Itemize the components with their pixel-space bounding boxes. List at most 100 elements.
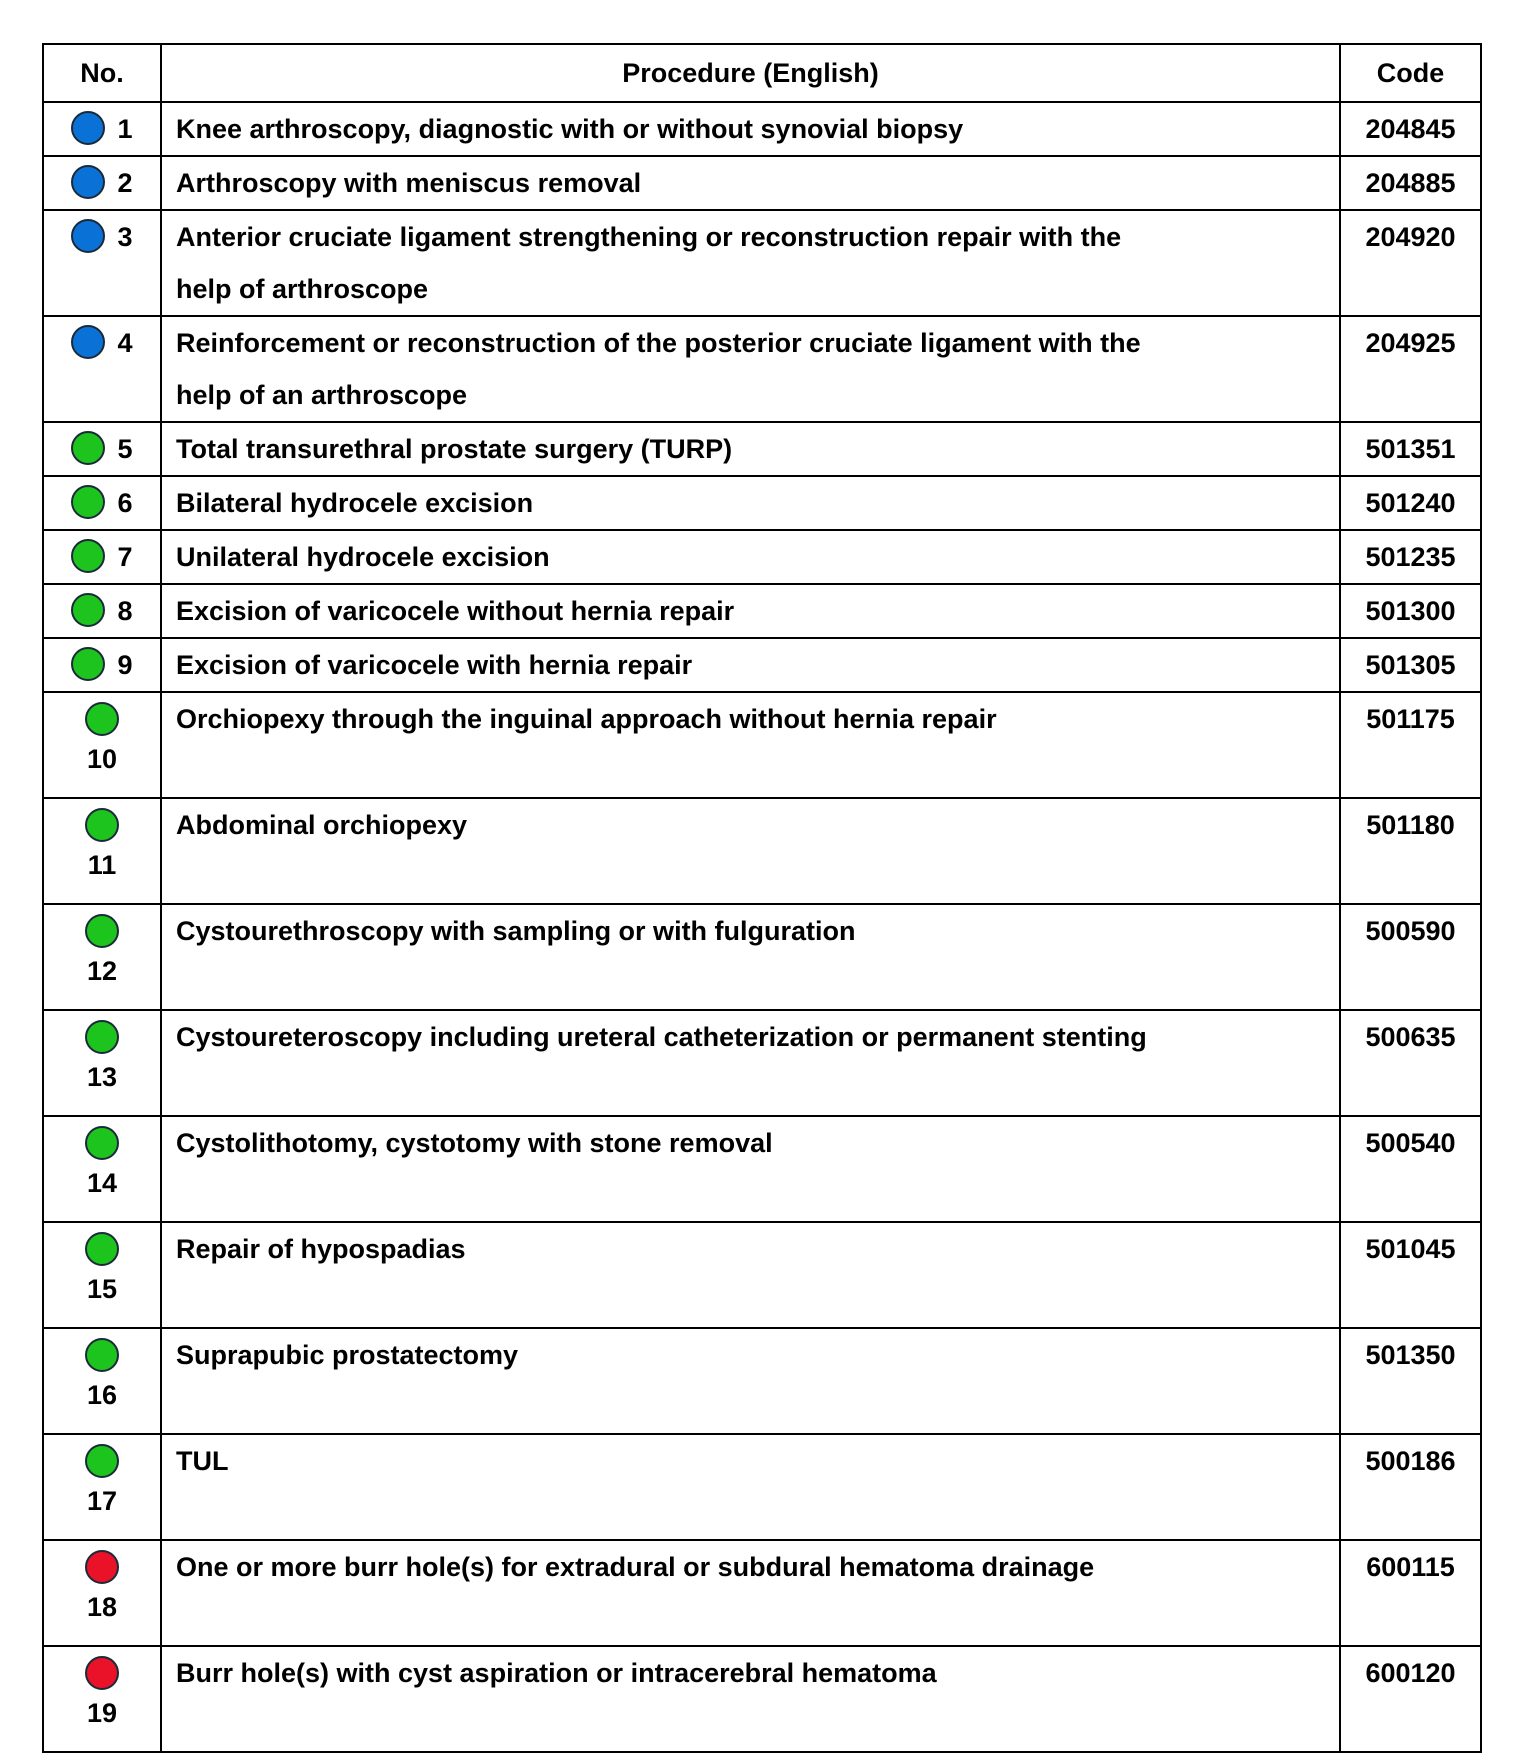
procedure-table: No. Procedure (English) Code 1 Knee arthr… — [42, 43, 1482, 1753]
no-cell: 14 — [42, 1115, 162, 1223]
procedure-text: Excision of varicocele with hernia repai… — [176, 650, 693, 680]
procedure-text: Cystoureteroscopy including ureteral cat… — [176, 1022, 1147, 1052]
red-circle-icon — [85, 1550, 119, 1584]
procedure-cell: Excision of varicocele without hernia re… — [160, 583, 1341, 639]
no-cell: 16 — [42, 1327, 162, 1435]
row-number: 15 — [86, 1274, 118, 1304]
procedure-text: Burr hole(s) with cyst aspiration or int… — [176, 1658, 937, 1688]
table-row: 7 Unilateral hydrocele excision 501235 — [42, 529, 1482, 585]
blue-circle-icon — [71, 218, 106, 253]
procedure-text: Bilateral hydrocele excision — [176, 488, 534, 518]
procedure-cell: Total transurethral prostate surgery (TU… — [160, 421, 1341, 477]
code-cell: 500590 — [1339, 903, 1482, 1011]
code-cell: 501350 — [1339, 1327, 1482, 1435]
row-number: 13 — [86, 1062, 118, 1092]
row-number: 8 — [117, 596, 133, 626]
code-cell: 204925 — [1339, 315, 1482, 423]
procedure-cell: Arthroscopy with meniscus removal — [160, 155, 1341, 211]
code-cell: 501175 — [1339, 691, 1482, 799]
row-number: 4 — [117, 328, 133, 358]
no-cell: 7 — [42, 529, 162, 585]
procedure-text: Orchiopexy through the inguinal approach… — [176, 704, 997, 734]
table-row: 13 Cystoureteroscopy including ureteral c… — [42, 1009, 1482, 1117]
no-cell: 5 — [42, 421, 162, 477]
procedure-text: Cystolithotomy, cystotomy with stone rem… — [176, 1128, 773, 1158]
green-circle-icon — [71, 538, 106, 573]
procedure-line2: help of arthroscope — [176, 274, 429, 304]
procedure-text: Unilateral hydrocele excision — [176, 542, 550, 572]
procedure-text: Suprapubic prostatectomy — [176, 1340, 519, 1370]
procedure-text: Abdominal orchiopexy — [176, 810, 468, 840]
table-row: 10 Orchiopexy through the inguinal approa… — [42, 691, 1482, 799]
no-cell: 6 — [42, 475, 162, 531]
table-row: 12 Cystourethroscopy with sampling or wit… — [42, 903, 1482, 1011]
procedure-cell: Bilateral hydrocele excision — [160, 475, 1341, 531]
code-cell: 600120 — [1339, 1645, 1482, 1753]
row-number: 6 — [117, 488, 133, 518]
procedure-text: Cystourethroscopy with sampling or with … — [176, 916, 856, 946]
procedure-text: Arthroscopy with meniscus removal — [176, 168, 642, 198]
row-number: 3 — [117, 222, 133, 252]
table-row: 2 Arthroscopy with meniscus removal 204885 — [42, 155, 1482, 211]
row-number: 7 — [117, 542, 133, 572]
header-code: Code — [1339, 43, 1482, 103]
procedure-cell: TUL — [160, 1433, 1341, 1541]
no-cell: 18 — [42, 1539, 162, 1647]
code-cell: 204845 — [1339, 101, 1482, 157]
procedure-cell: Reinforcement or reconstruction of the p… — [160, 315, 1341, 423]
header-procedure: Procedure (English) — [160, 43, 1341, 103]
procedure-text: Repair of hypospadias — [176, 1234, 466, 1264]
table-row: 8 Excision of varicocele without hernia r… — [42, 583, 1482, 639]
no-cell: 10 — [42, 691, 162, 799]
no-cell: 1 — [42, 101, 162, 157]
blue-circle-icon — [71, 324, 106, 359]
code-cell: 501180 — [1339, 797, 1482, 905]
green-circle-icon — [71, 646, 106, 681]
procedure-cell: Cystoureteroscopy including ureteral cat… — [160, 1009, 1341, 1117]
row-number: 12 — [86, 956, 118, 986]
blue-circle-icon — [71, 164, 106, 199]
row-number: 9 — [117, 650, 133, 680]
procedure-text: Knee arthroscopy, diagnostic with or wit… — [176, 114, 964, 144]
no-cell: 19 — [42, 1645, 162, 1753]
row-number: 19 — [86, 1698, 118, 1728]
procedure-text: Anterior cruciate ligament strengthening… — [176, 222, 1122, 252]
no-cell: 4 — [42, 315, 162, 423]
no-cell: 15 — [42, 1221, 162, 1329]
procedure-text: Excision of varicocele without hernia re… — [176, 596, 735, 626]
row-number: 2 — [117, 168, 133, 198]
row-number: 11 — [87, 850, 117, 880]
procedure-cell: Repair of hypospadias — [160, 1221, 1341, 1329]
green-circle-icon — [71, 430, 106, 465]
table-row: 19 Burr hole(s) with cyst aspiration or i… — [42, 1645, 1482, 1753]
green-circle-icon — [85, 1126, 119, 1160]
no-cell: 11 — [42, 797, 162, 905]
green-circle-icon — [85, 1444, 119, 1478]
code-cell: 204885 — [1339, 155, 1482, 211]
no-cell: 13 — [42, 1009, 162, 1117]
procedure-line2: help of an arthroscope — [176, 380, 468, 410]
no-cell: 3 — [42, 209, 162, 317]
procedure-cell: Excision of varicocele with hernia repai… — [160, 637, 1341, 693]
code-cell: 500540 — [1339, 1115, 1482, 1223]
procedure-cell: Knee arthroscopy, diagnostic with or wit… — [160, 101, 1341, 157]
procedure-text: TUL — [176, 1446, 229, 1476]
green-circle-icon — [85, 808, 119, 842]
table-row: 16 Suprapubic prostatectomy 501350 — [42, 1327, 1482, 1435]
procedure-text: Total transurethral prostate surgery (TU… — [176, 434, 733, 464]
red-circle-icon — [85, 1656, 119, 1690]
header-row: No. Procedure (English) Code — [42, 43, 1482, 103]
procedure-text: Reinforcement or reconstruction of the p… — [176, 328, 1141, 358]
row-number: 1 — [117, 114, 133, 144]
table-row: 14 Cystolithotomy, cystotomy with stone r… — [42, 1115, 1482, 1223]
code-cell: 501240 — [1339, 475, 1482, 531]
procedure-cell: One or more burr hole(s) for extradural … — [160, 1539, 1341, 1647]
table-row: 15 Repair of hypospadias 501045 — [42, 1221, 1482, 1329]
header-no: No. — [42, 43, 162, 103]
green-circle-icon — [85, 1020, 119, 1054]
procedure-cell: Burr hole(s) with cyst aspiration or int… — [160, 1645, 1341, 1753]
code-cell: 501351 — [1339, 421, 1482, 477]
procedure-cell: Abdominal orchiopexy — [160, 797, 1341, 905]
green-circle-icon — [71, 484, 106, 519]
row-number: 5 — [117, 434, 133, 464]
